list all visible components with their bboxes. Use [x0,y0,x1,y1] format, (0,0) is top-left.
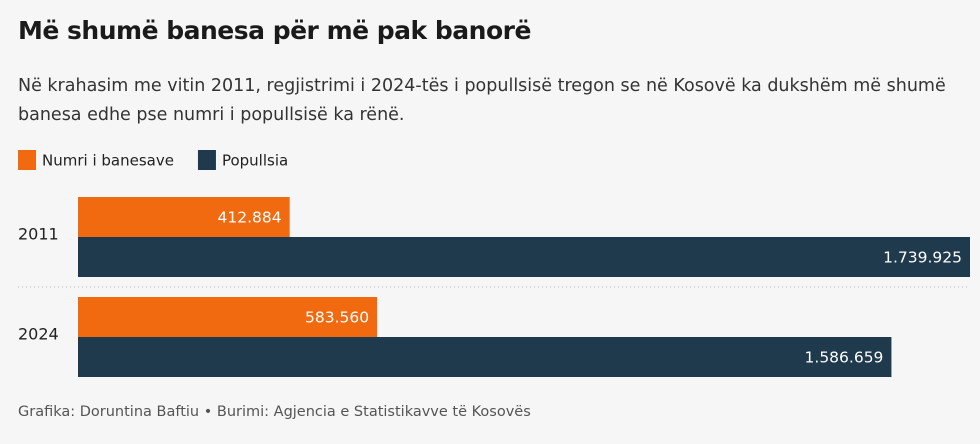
bar [78,297,378,337]
value-label: 1.586.659 [805,349,884,367]
category-label: 2011 [18,225,59,244]
bar [78,337,892,377]
legend-swatch [18,150,36,170]
bar [78,197,290,237]
source-note: Grafika: Doruntina Baftiu • Burimi: Agje… [18,404,531,420]
chart-title: Më shumë banesa për më pak banorë [18,16,531,45]
bar [78,237,970,277]
legend-label: Numri i banesave [42,152,174,170]
chart-subtitle: Në krahasim me vitin 2011, regjistrimi i… [18,76,946,125]
legend-swatch [197,150,216,170]
value-label: 412.884 [218,209,282,227]
value-label: 1.739.925 [883,249,962,267]
value-label: 583.560 [305,309,369,327]
category-label: 2024 [18,325,59,344]
legend-label: Popullsia [222,152,288,170]
